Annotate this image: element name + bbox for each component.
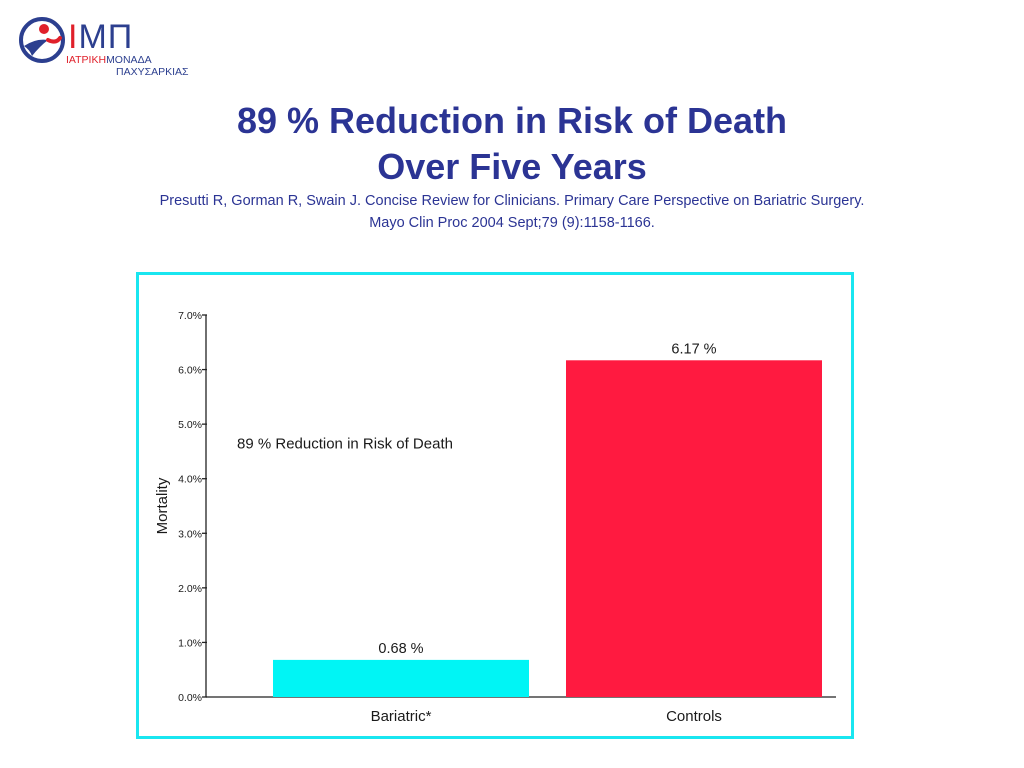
- logo: IΜΠ ΙΑΤΡΙΚΗΜΟΝΑΔΑ ΠΑΧΥΣΑΡΚΙΑΣ: [18, 16, 218, 84]
- logo-figure-icon: [19, 17, 65, 63]
- logo-subtitle-red: ΙΑΤΡΙΚΗ: [66, 54, 107, 66]
- logo-subtitle-line1: ΙΑΤΡΙΚΗΜΟΝΑΔΑ: [66, 54, 152, 66]
- logo-subtitle-line2: ΠΑΧΥΣΑΡΚΙΑΣ: [116, 66, 189, 78]
- slide-title-line1: 89 % Reduction in Risk of Death: [236, 100, 788, 141]
- logo-letter-i: I: [68, 18, 79, 56]
- bar-controls: [566, 360, 822, 697]
- x-category-label: Controls: [666, 708, 722, 725]
- mortality-bar-chart: 0.0% 1.0% 2.0% 3.0% 4.0% 5.0% 6.0% 7.0% Mortalit…: [154, 310, 836, 725]
- y-tick-label: 0.0%: [178, 692, 202, 704]
- y-tick-label: 4.0%: [178, 474, 202, 486]
- y-tick-label: 7.0%: [178, 310, 202, 322]
- y-tick-label: 2.0%: [178, 583, 202, 595]
- y-tick-label: 1.0%: [178, 637, 202, 649]
- y-tick-label: 3.0%: [178, 528, 202, 540]
- bar-value-label: 0.68 %: [378, 641, 423, 657]
- citation-line2: Mayo Clin Proc 2004 Sept;79 (9):1158-116…: [369, 215, 655, 231]
- chart-frame: 0.0% 1.0% 2.0% 3.0% 4.0% 5.0% 6.0% 7.0% Mortalit…: [136, 272, 854, 739]
- y-tick-label: 6.0%: [178, 365, 202, 377]
- y-tick-label: 5.0%: [178, 419, 202, 431]
- logo-subtitle-blue: ΜΟΝΑΔΑ: [106, 54, 152, 66]
- x-category-label: Bariatric*: [371, 708, 432, 725]
- chart-annotation: 89 % Reduction in Risk of Death: [237, 436, 453, 453]
- citation-line1: Presutti R, Gorman R, Swain J. Concise R…: [159, 193, 865, 209]
- bar-bariatric: [273, 659, 529, 697]
- logo-letters-rest: ΜΠ: [78, 18, 134, 56]
- slide-title-line2: Over Five Years: [377, 146, 647, 187]
- y-axis-title: Mortality: [154, 477, 171, 534]
- logo-wordmark: IΜΠ: [68, 20, 133, 54]
- bar-value-label: 6.17 %: [671, 341, 716, 357]
